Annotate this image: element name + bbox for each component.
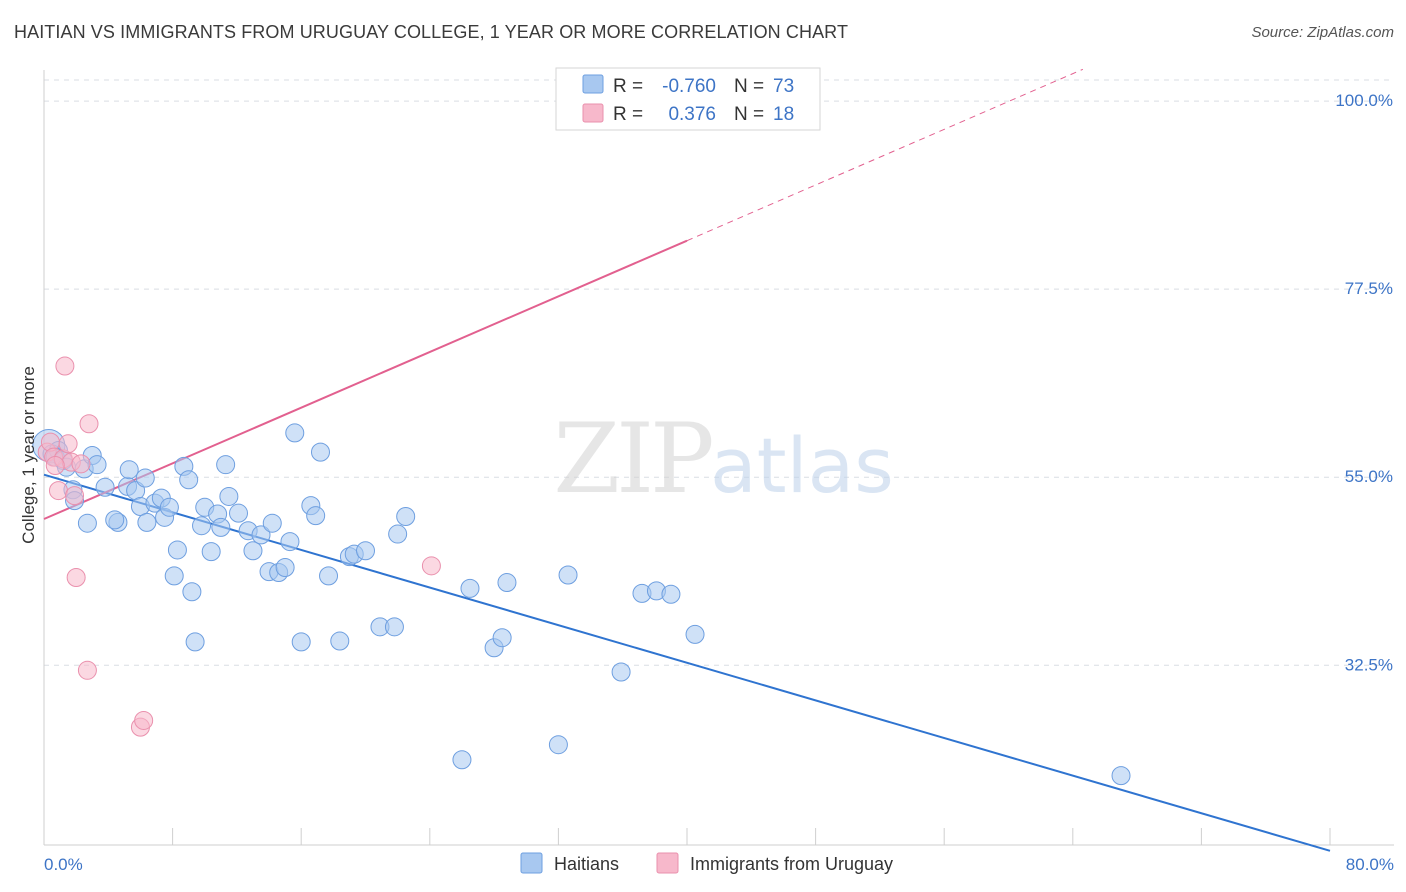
uruguay-point xyxy=(421,556,441,576)
uruguay-point xyxy=(71,454,91,474)
haitian-point xyxy=(685,624,705,644)
haitian-point xyxy=(135,468,155,488)
trend-line-haitians xyxy=(43,473,1331,852)
legend-r-label-uruguay: R = xyxy=(613,104,643,125)
y-tick-label: 77.5% xyxy=(1345,279,1393,298)
haitian-point xyxy=(306,506,326,526)
haitian-point xyxy=(243,541,263,561)
haitian-point xyxy=(275,557,295,577)
uruguay-point xyxy=(134,710,154,730)
x-tick-marks xyxy=(43,828,1331,845)
bottom-legend-swatch-haitians xyxy=(520,852,543,874)
watermark-zip: ZIP xyxy=(553,403,712,515)
bottom-legend-swatch-uruguay xyxy=(656,852,679,874)
chart-title: HAITIAN VS IMMIGRANTS FROM URUGUAY COLLE… xyxy=(14,22,849,42)
haitian-point xyxy=(452,750,472,770)
haitian-point xyxy=(216,455,236,475)
haitian-point xyxy=(251,525,271,545)
legend-swatch-uruguay xyxy=(582,103,604,123)
haitian-point xyxy=(119,460,139,480)
haitian-point xyxy=(192,516,212,536)
y-tick-label: 100.0% xyxy=(1335,91,1393,110)
haitian-point xyxy=(330,631,350,651)
watermark: ZIP atlas xyxy=(553,403,893,515)
haitian-point xyxy=(460,578,480,598)
y-tick-labels: 32.5% 55.0% 77.5% 100.0% xyxy=(1335,91,1393,674)
trend-line-uruguay-extension xyxy=(686,68,1084,242)
x-tick-label-min: 0.0% xyxy=(44,855,83,874)
haitian-point xyxy=(396,507,416,527)
haitian-point xyxy=(1111,766,1131,786)
haitian-point xyxy=(229,503,249,523)
y-axis-label: College, 1 year or more xyxy=(19,366,38,544)
legend-n-label-uruguay: N = xyxy=(734,104,764,125)
haitian-point xyxy=(211,517,231,537)
haitian-point xyxy=(87,455,107,475)
haitian-point xyxy=(77,513,97,533)
haitian-point xyxy=(280,532,300,552)
legend-n-value-uruguay: 18 xyxy=(773,104,794,125)
uruguay-point xyxy=(65,486,85,506)
uruguay-point xyxy=(48,481,68,501)
legend-r-value-haitians: -0.760 xyxy=(662,76,716,97)
uruguay-point xyxy=(66,568,86,588)
haitian-point xyxy=(291,632,311,652)
haitian-point xyxy=(219,486,239,506)
scatter-points xyxy=(32,81,1131,786)
legend-n-label-haitians: N = xyxy=(734,76,764,97)
haitian-point xyxy=(95,477,115,497)
series-legend: Haitians Immigrants from Uruguay xyxy=(520,852,893,874)
haitian-point xyxy=(310,442,330,462)
uruguay-point xyxy=(45,456,65,476)
gridlines xyxy=(44,79,1394,666)
haitian-point xyxy=(388,524,408,544)
haitian-point xyxy=(497,573,517,593)
haitian-point xyxy=(105,510,125,530)
haitian-point xyxy=(661,584,681,604)
haitian-point xyxy=(548,735,568,755)
haitian-point xyxy=(285,423,305,443)
x-tick-label-max: 80.0% xyxy=(1346,855,1394,874)
stats-legend: R = -0.760 N = 73 R = 0.376 N = 18 xyxy=(555,67,821,131)
haitian-point xyxy=(167,540,187,560)
haitian-point xyxy=(201,542,221,562)
haitian-point xyxy=(611,662,631,682)
legend-r-value-uruguay: 0.376 xyxy=(668,104,716,125)
legend-swatch-haitians xyxy=(582,74,604,94)
haitian-point xyxy=(137,512,157,532)
uruguay-point xyxy=(77,660,97,680)
haitian-point xyxy=(179,470,199,490)
uruguay-point xyxy=(79,414,99,434)
watermark-atlas: atlas xyxy=(710,421,894,510)
haitian-point xyxy=(492,628,512,648)
bottom-legend-label-uruguay: Immigrants from Uruguay xyxy=(690,854,893,874)
haitian-point xyxy=(262,513,282,533)
y-tick-label: 32.5% xyxy=(1345,655,1393,674)
haitian-point xyxy=(384,617,404,637)
legend-r-label-haitians: R = xyxy=(613,76,643,97)
legend-n-value-haitians: 73 xyxy=(773,76,794,97)
haitian-point xyxy=(558,565,578,585)
uruguay-point xyxy=(58,434,78,454)
haitian-point xyxy=(185,632,205,652)
haitian-point xyxy=(159,497,179,517)
uruguay-point xyxy=(55,356,75,376)
haitian-point xyxy=(182,582,202,602)
haitian-point xyxy=(164,566,184,586)
chart-source: Source: ZipAtlas.com xyxy=(1251,24,1394,41)
haitian-point xyxy=(356,541,375,561)
y-tick-label: 55.0% xyxy=(1345,467,1393,486)
haitian-point xyxy=(319,566,339,586)
bottom-legend-label-haitians: Haitians xyxy=(554,854,619,874)
